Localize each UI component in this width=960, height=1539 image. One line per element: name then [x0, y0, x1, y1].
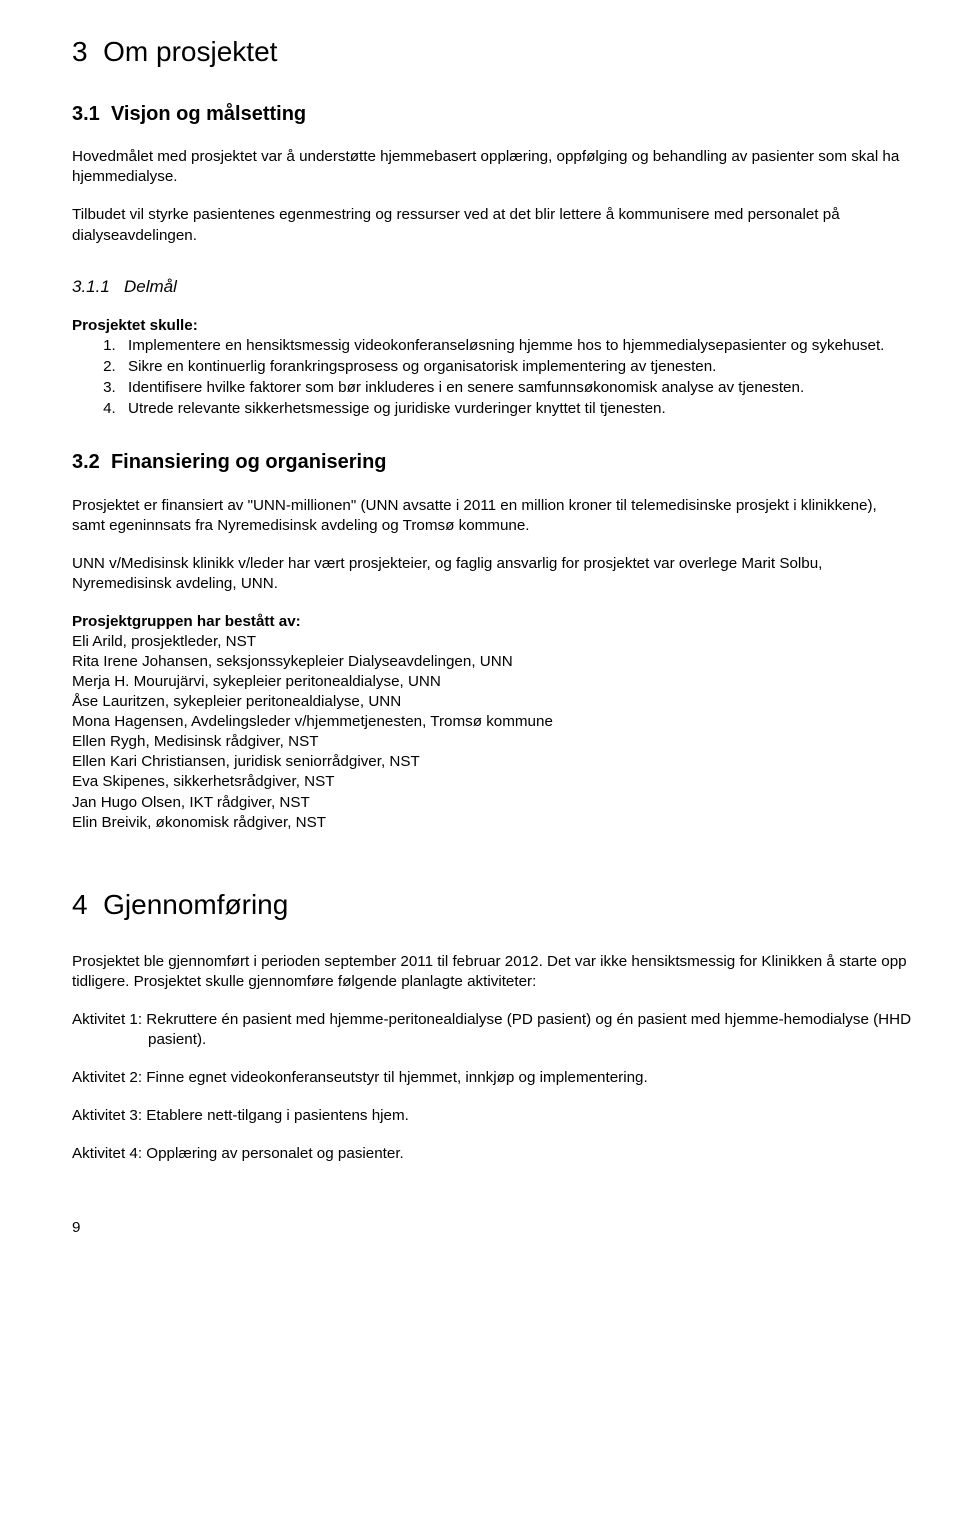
project-group: Prosjektgruppen har bestått av: Eli Aril… — [72, 612, 912, 833]
member: Ellen Rygh, Medisinsk rådgiver, NST — [72, 732, 912, 752]
member: Merja H. Mourujärvi, sykepleier peritone… — [72, 672, 912, 692]
activity-item: Aktivitet 4: Opplæring av personalet og … — [72, 1144, 912, 1164]
group-lead: Prosjektgruppen har bestått av: — [72, 612, 912, 632]
member: Elin Breivik, økonomisk rådgiver, NST — [72, 813, 912, 833]
list-item: Implementere en hensiktsmessig videokonf… — [120, 336, 912, 356]
paragraph: Hovedmålet med prosjektet var å understø… — [72, 147, 912, 187]
heading-num: 3.1.1 — [72, 277, 110, 296]
list-lead: Prosjektet skulle: — [72, 316, 912, 336]
member: Eva Skipenes, sikkerhetsrådgiver, NST — [72, 772, 912, 792]
member: Åse Lauritzen, sykepleier peritonealdial… — [72, 692, 912, 712]
list-item: Sikre en kontinuerlig forankringsprosess… — [120, 357, 912, 377]
heading-section-3: 3 Om prosjektet — [72, 34, 912, 71]
member: Eli Arild, prosjektleder, NST — [72, 632, 912, 652]
paragraph: Tilbudet vil styrke pasientenes egenmest… — [72, 205, 912, 245]
page-number: 9 — [72, 1218, 912, 1238]
heading-text: Finansiering og organisering — [111, 451, 387, 473]
heading-num: 4 — [72, 889, 88, 920]
member: Jan Hugo Olsen, IKT rådgiver, NST — [72, 793, 912, 813]
list-item: Utrede relevante sikkerhetsmessige og ju… — [120, 399, 912, 419]
list-item: Identifisere hvilke faktorer som bør ink… — [120, 378, 912, 398]
paragraph: UNN v/Medisinsk klinikk v/leder har vært… — [72, 554, 912, 594]
heading-section-3-1: 3.1 Visjon og målsetting — [72, 101, 912, 127]
activity-item: Aktivitet 1: Rekruttere én pasient med h… — [72, 1010, 912, 1050]
member: Mona Hagensen, Avdelingsleder v/hjemmetj… — [72, 712, 912, 732]
heading-num: 3.2 — [72, 451, 100, 473]
heading-num: 3.1 — [72, 103, 100, 125]
activity-item: Aktivitet 3: Etablere nett-tilgang i pas… — [72, 1106, 912, 1126]
member: Ellen Kari Christiansen, juridisk senior… — [72, 752, 912, 772]
heading-section-4: 4 Gjennomføring — [72, 887, 912, 924]
member: Rita Irene Johansen, seksjonssykepleier … — [72, 652, 912, 672]
delmaal-list: Implementere en hensiktsmessig videokonf… — [120, 336, 912, 419]
heading-text: Delmål — [124, 277, 177, 296]
heading-text: Visjon og målsetting — [111, 103, 306, 125]
heading-num: 3 — [72, 36, 88, 67]
paragraph: Prosjektet er finansiert av "UNN-million… — [72, 496, 912, 536]
heading-section-3-1-1: 3.1.1 Delmål — [72, 276, 912, 298]
paragraph: Prosjektet ble gjennomført i perioden se… — [72, 952, 912, 992]
heading-section-3-2: 3.2 Finansiering og organisering — [72, 449, 912, 475]
heading-text: Gjennomføring — [103, 889, 288, 920]
activity-item: Aktivitet 2: Finne egnet videokonferanse… — [72, 1068, 912, 1088]
heading-text: Om prosjektet — [103, 36, 277, 67]
